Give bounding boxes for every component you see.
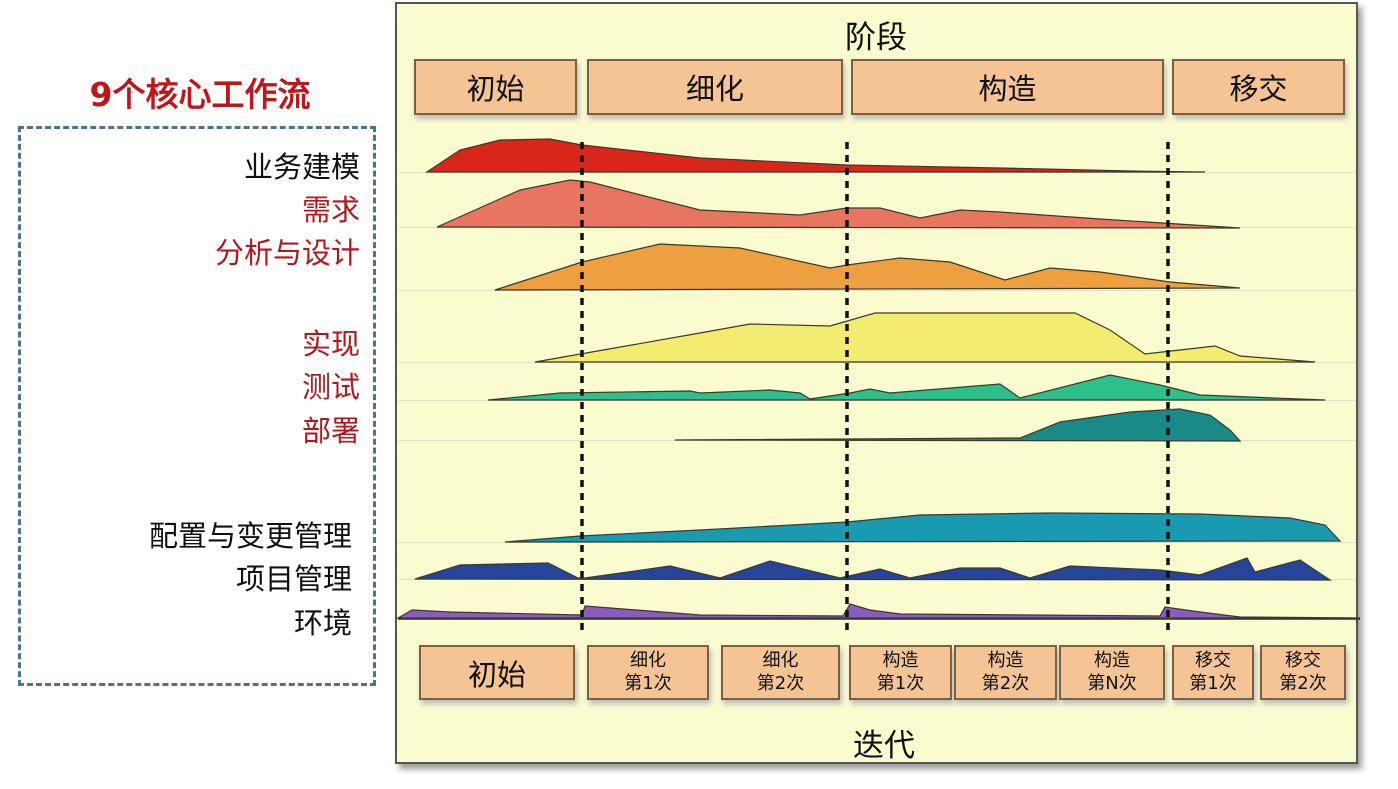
- phase-inception: 初始: [414, 59, 577, 115]
- iteration-label: 构造: [1094, 650, 1130, 671]
- workflow-label-config-change: 配置与变更管理: [148, 519, 352, 553]
- hump-environment: [395, 603, 1361, 619]
- iteration-label: 移交: [1285, 650, 1321, 671]
- iteration-transition-2: 移交 第2次: [1260, 645, 1346, 700]
- hump-requirements: [436, 179, 1241, 229]
- iteration-label: 细化: [762, 650, 799, 671]
- hump-config-change: [504, 512, 1342, 543]
- iteration-number: 第1次: [1189, 672, 1237, 694]
- workflow-label-business-modeling: 业务建模: [243, 150, 360, 184]
- workflow-label-analysis-design: 分析与设计: [214, 236, 360, 270]
- hump-project-mgmt: [414, 557, 1332, 581]
- iteration-number: 第1次: [624, 672, 672, 694]
- iteration-label: 构造: [987, 650, 1024, 671]
- hump-deployment: [674, 408, 1242, 442]
- iteration-label: 构造: [882, 650, 919, 671]
- iteration-inception: 初始: [419, 645, 575, 700]
- iteration-label: 细化: [630, 650, 666, 671]
- workflow-label-project-mgmt: 项目管理: [235, 562, 352, 596]
- workflow-label-environment: 环境: [293, 606, 352, 640]
- iteration-number: 第2次: [756, 672, 805, 694]
- iteration-label: 初始: [467, 657, 526, 692]
- iteration-construction-n: 构造 第N次: [1059, 645, 1165, 700]
- hump-analysis-design: [494, 243, 1241, 291]
- iteration-construction-2: 构造 第2次: [954, 645, 1057, 700]
- phase-transition: 移交: [1172, 59, 1345, 115]
- rup-hump-panel: [395, 2, 1358, 764]
- iteration-number: 第2次: [981, 672, 1030, 694]
- iteration-elaboration-2: 细化 第2次: [721, 645, 840, 700]
- workflow-label-test: 测试: [301, 370, 360, 404]
- phase-elaboration: 细化: [587, 59, 843, 115]
- iteration-number: 第N次: [1087, 672, 1137, 694]
- iteration-label: 移交: [1195, 650, 1231, 671]
- phases-title: 阶段: [845, 20, 907, 56]
- iteration-number: 第2次: [1279, 672, 1327, 694]
- workflow-label-deployment: 部署: [301, 414, 360, 448]
- iteration-transition-1: 移交 第1次: [1172, 645, 1254, 700]
- workflows-title: 9个核心工作流: [89, 75, 311, 114]
- workflow-label-implementation: 实现: [301, 327, 360, 361]
- iteration-construction-1: 构造 第1次: [849, 645, 952, 700]
- iteration-elaboration-1: 细化 第1次: [587, 645, 709, 700]
- iteration-number: 第1次: [876, 672, 925, 694]
- iterations-title: 迭代: [853, 728, 915, 764]
- hump-business-modeling: [425, 138, 1206, 173]
- hump-implementation: [534, 312, 1316, 363]
- phase-construction: 构造: [851, 59, 1164, 115]
- hump-test: [487, 374, 1326, 401]
- workflow-label-requirements: 需求: [301, 193, 360, 227]
- workflows-dashed-frame: [18, 126, 376, 686]
